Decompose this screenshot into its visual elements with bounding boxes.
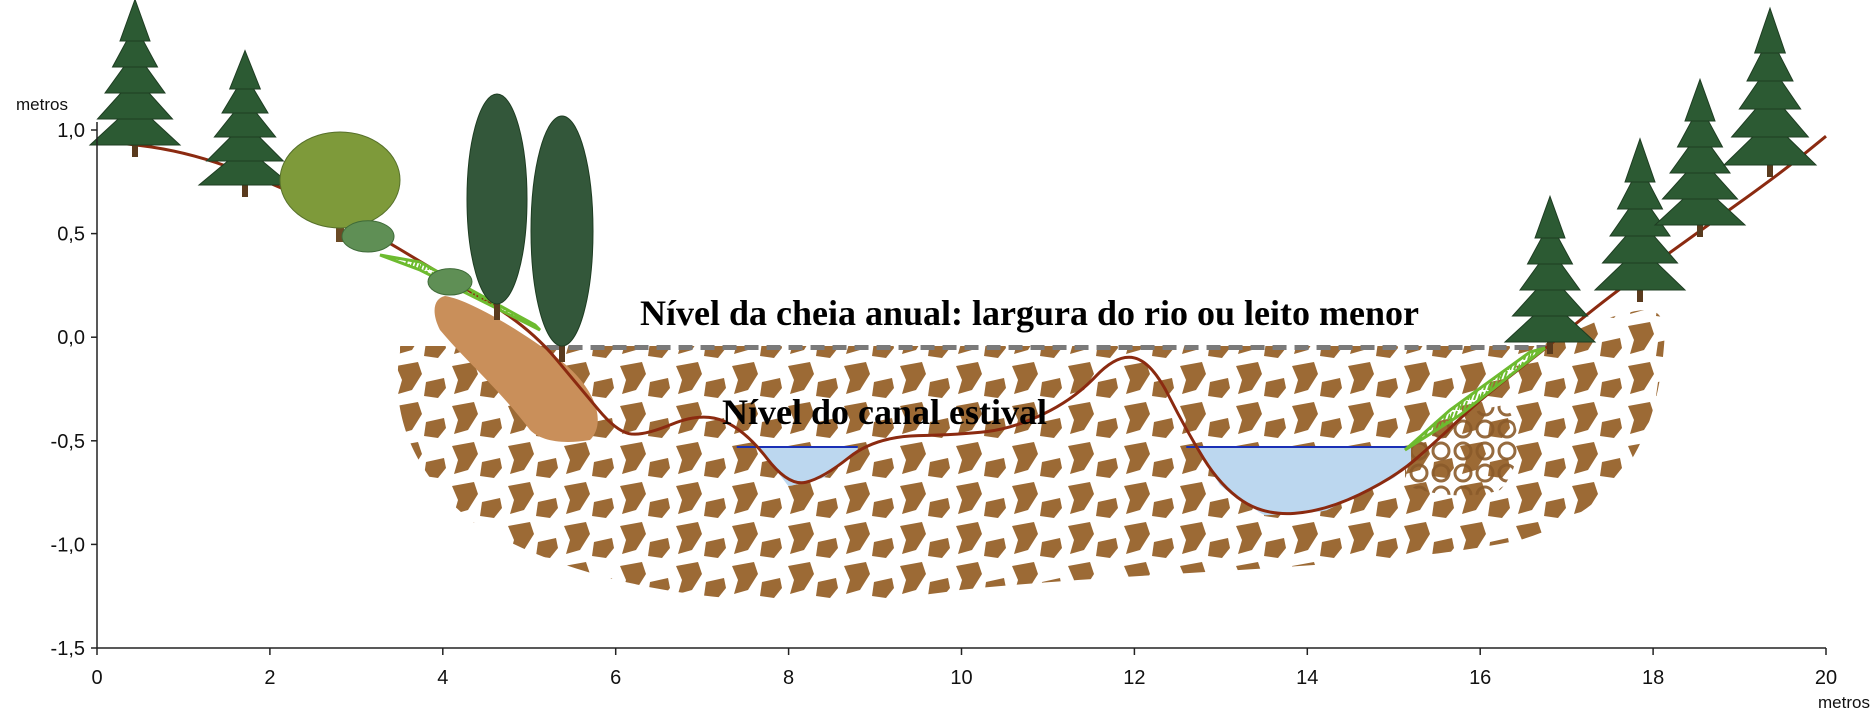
- water-pool: [1186, 447, 1412, 516]
- pine-tree-icon: [88, 0, 182, 157]
- cobble-area: [1405, 405, 1518, 496]
- shrub-icon: [427, 268, 473, 296]
- bank-soil: [434, 296, 598, 442]
- willow-tree-icon: [279, 131, 401, 242]
- y-tick-label: -1,0: [51, 534, 85, 556]
- shrub-icon: [341, 220, 395, 253]
- x-tick-label: 16: [1469, 667, 1491, 689]
- y-tick-label: 1,0: [57, 120, 85, 142]
- gravel-bed: [397, 310, 1666, 602]
- pine-tree-icon: [1653, 77, 1747, 237]
- x-tick-label: 14: [1296, 667, 1318, 689]
- y-tick-label: 0,5: [57, 224, 85, 246]
- x-axis-unit-label: metros: [1818, 693, 1870, 712]
- x-tick-label: 6: [610, 667, 621, 689]
- y-axis-unit-label: metros: [16, 95, 68, 114]
- grass-strip-right: [1404, 346, 1546, 452]
- y-tick-label: -0,5: [51, 431, 85, 453]
- x-tick-label: 0: [91, 667, 102, 689]
- flood-level-label: Nível da cheia anual: largura do rio ou …: [640, 293, 1419, 333]
- x-tick-label: 12: [1123, 667, 1145, 689]
- x-tick-label: 20: [1815, 667, 1837, 689]
- pine-tree-icon: [1503, 194, 1597, 354]
- axes: 1,0 0,5 0,0 -0,5 -1,0 -1,5 0 2 4 6 8 10 12 14 16 18 20: [51, 120, 1838, 689]
- y-tick-label: -1,5: [51, 638, 85, 660]
- y-tick-label: 0,0: [57, 327, 85, 349]
- x-tick-label: 10: [950, 667, 972, 689]
- x-tick-label: 18: [1642, 667, 1664, 689]
- summer-channel-label: Nível do canal estival: [722, 392, 1047, 432]
- pine-tree-icon: [197, 49, 293, 197]
- x-tick-label: 2: [264, 667, 275, 689]
- trees: [88, 0, 1818, 362]
- grass-strip-left: [379, 253, 542, 332]
- x-tick-label: 8: [783, 667, 794, 689]
- cypress-tree-icon: [466, 93, 528, 320]
- cypress-tree-icon: [530, 115, 594, 362]
- pine-tree-icon: [1722, 6, 1818, 177]
- x-tick-label: 4: [437, 667, 448, 689]
